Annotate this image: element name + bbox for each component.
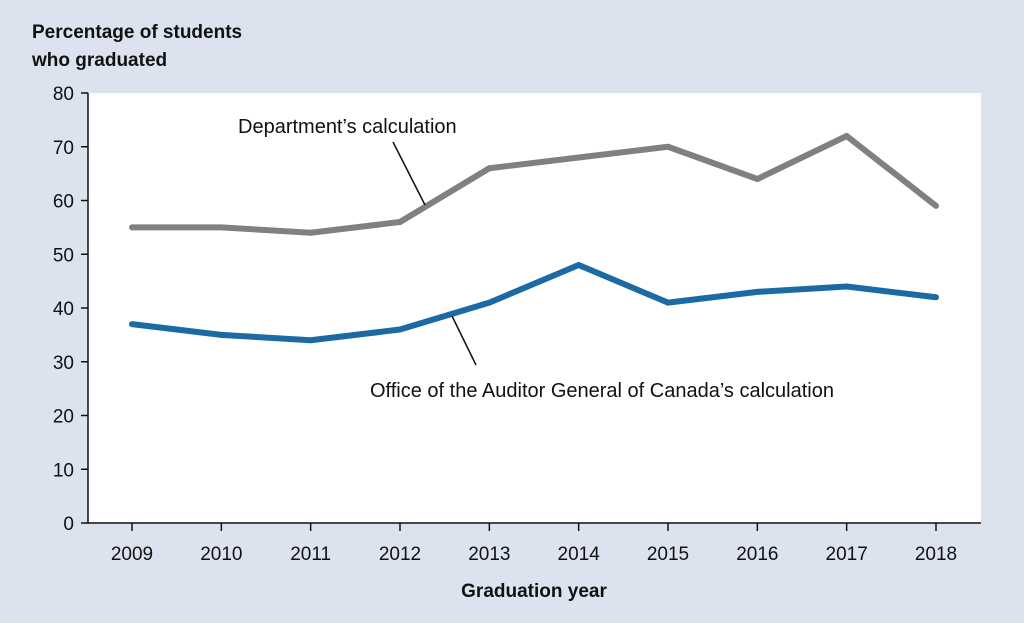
annotation-department: Department’s calculation (238, 116, 457, 138)
data-point (843, 283, 850, 290)
annotation-leader-oag (451, 315, 477, 366)
data-point (486, 299, 493, 306)
x-tick-label: 2009 (111, 544, 153, 565)
y-axis-title-line-1: Percentage of students (32, 22, 242, 43)
x-tick-label: 2016 (736, 544, 778, 565)
data-point (218, 331, 225, 338)
x-tick-label: 2018 (915, 544, 957, 565)
y-tick-label: 40 (53, 299, 74, 320)
series-line-department (132, 133, 938, 236)
x-tick-label: 2010 (200, 544, 242, 565)
data-point (665, 143, 671, 150)
data-point (397, 326, 403, 333)
x-tick-label: 2013 (468, 544, 510, 565)
data-point (129, 224, 135, 231)
x-axis-title: Graduation year (461, 581, 607, 602)
annotation-oag: Office of the Auditor General of Canada’… (370, 380, 834, 402)
data-point (218, 224, 225, 231)
x-tick-label: 2017 (826, 544, 868, 565)
y-tick-label: 70 (53, 138, 74, 159)
data-point (397, 219, 403, 225)
y-tick-label: 30 (53, 353, 74, 374)
data-point (307, 337, 314, 344)
data-point (307, 229, 314, 236)
x-tick-label: 2015 (647, 544, 689, 565)
y-tick-label: 20 (53, 407, 74, 428)
y-tick-label: 50 (53, 245, 74, 266)
data-point (754, 288, 761, 295)
data-point (486, 165, 493, 172)
x-tick-label: 2011 (290, 544, 331, 565)
y-tick-label: 60 (53, 192, 74, 213)
x-tick-label: 2012 (379, 544, 421, 565)
series-line-oag (131, 262, 937, 344)
y-axis-title-line-2: who graduated (31, 50, 167, 71)
x-tick-label: 2014 (558, 544, 601, 565)
data-point (933, 294, 939, 301)
y-tick-label: 80 (53, 84, 74, 105)
data-point (754, 176, 761, 182)
data-point (665, 299, 671, 306)
data-point (575, 262, 582, 268)
annotation-leader-department (392, 141, 426, 206)
y-tick-label: 0 (63, 514, 74, 535)
data-point (129, 321, 135, 328)
data-point (575, 154, 582, 161)
data-point (843, 133, 850, 139)
data-point (933, 202, 939, 209)
plot-area (88, 93, 981, 523)
y-tick-label: 10 (53, 460, 74, 481)
